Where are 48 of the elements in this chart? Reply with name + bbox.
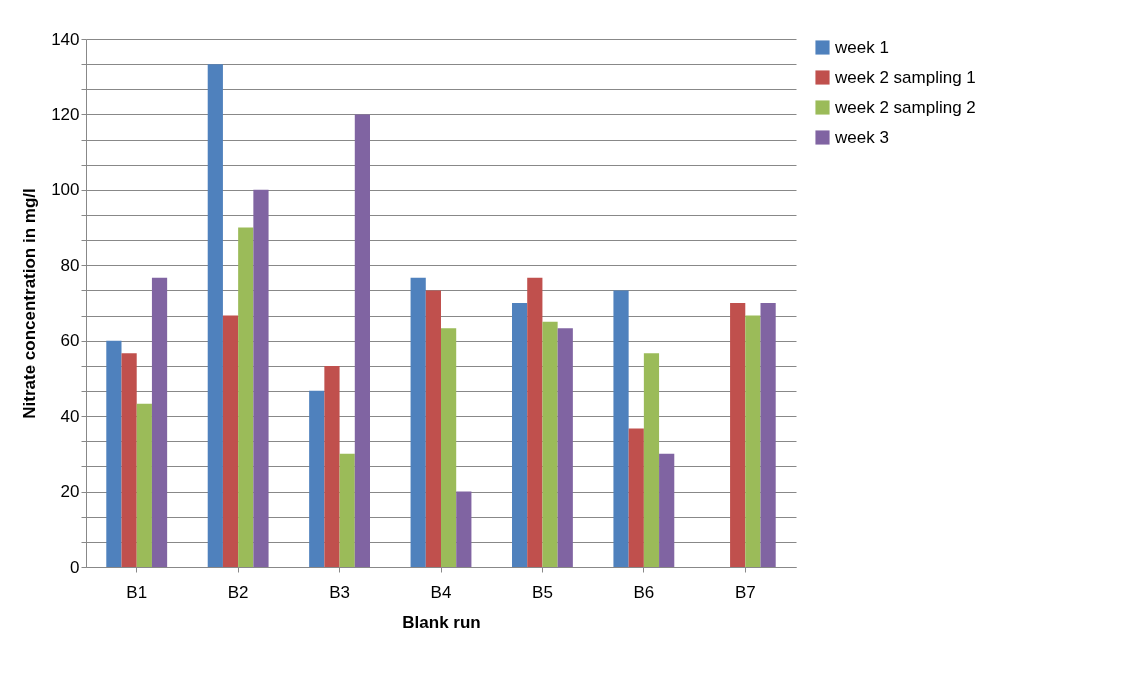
legend-label: week 2 sampling 2 [834,97,976,117]
x-tick-label: B2 [227,582,249,602]
bar [441,328,457,567]
bar [151,277,168,567]
bar [309,390,325,567]
bar [613,290,629,567]
x-tick-label: B1 [126,582,148,602]
x-tick-label: B7 [734,582,756,602]
y-axis-title: Nitrate concentration in mg/l [20,188,40,419]
bar [557,328,573,567]
legend-label: week 3 [834,127,889,147]
y-tick-label: 60 [60,331,80,351]
bar [542,321,558,567]
bar [643,353,660,567]
y-tick-label: 40 [60,406,80,426]
legend-label: week 2 sampling 1 [834,67,976,87]
y-tick-label: 120 [51,104,80,124]
bar [339,453,355,567]
x-tick-label: B5 [532,582,553,602]
bar [136,403,152,567]
bar [410,277,426,567]
legend-label: week 1 [834,37,889,57]
bar [512,303,528,567]
x-tick-label: B6 [633,582,655,602]
bar [106,340,122,567]
bar [527,277,543,567]
bar [238,227,254,567]
bar [628,428,644,567]
bar [659,453,675,567]
bar [456,491,472,567]
bar [730,303,746,567]
bar [760,303,776,567]
y-tick-label: 140 [51,29,80,49]
bar [354,114,370,567]
bar [207,64,223,567]
bar [121,353,137,567]
y-tick-label: 20 [60,482,80,502]
y-tick-label: 0 [70,557,80,577]
bar [253,189,269,567]
bar [745,315,761,567]
y-tick-label: 80 [60,255,80,275]
bar [425,290,441,567]
bar [222,315,239,567]
x-axis-title: Blank run [402,612,481,632]
y-tick-label: 100 [51,180,80,200]
x-tick-label: B3 [329,582,350,602]
x-tick-label: B4 [430,582,452,602]
bar [324,365,340,567]
